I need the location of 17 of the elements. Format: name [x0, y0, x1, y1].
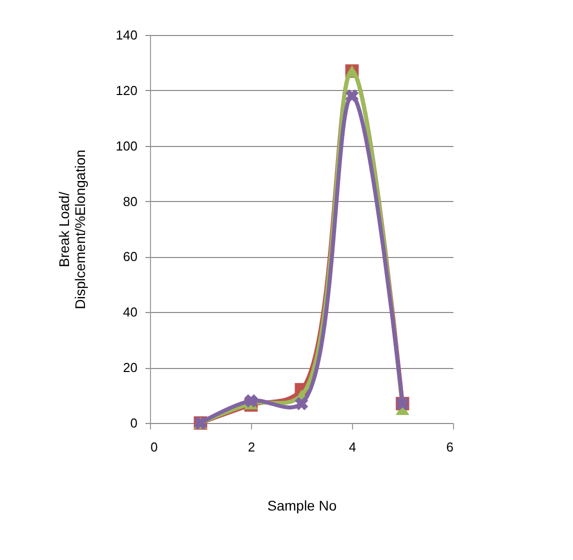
x-tick-label: 2: [248, 440, 256, 454]
x-tick-label: 4: [348, 440, 356, 454]
y-tick-label: 120: [116, 82, 138, 98]
y-tick-label: 0: [130, 416, 138, 430]
y-tick-label: 20: [123, 360, 138, 376]
y-tick-label: 140: [116, 28, 138, 42]
y-tick-label: 40: [123, 304, 138, 320]
y-axis-title: Break Load/ Displcement/%Elongation: [56, 150, 88, 310]
y-tick-label: 60: [123, 249, 138, 264]
x-axis-title: Sample No: [267, 498, 337, 514]
point: [244, 394, 258, 408]
y-tick-label: 80: [123, 194, 138, 209]
point: [294, 396, 308, 410]
x-tick-label: 0: [150, 440, 158, 454]
point: [345, 89, 359, 103]
y-tick-label: 100: [116, 138, 138, 154]
x-tick-label: 6: [446, 440, 454, 454]
